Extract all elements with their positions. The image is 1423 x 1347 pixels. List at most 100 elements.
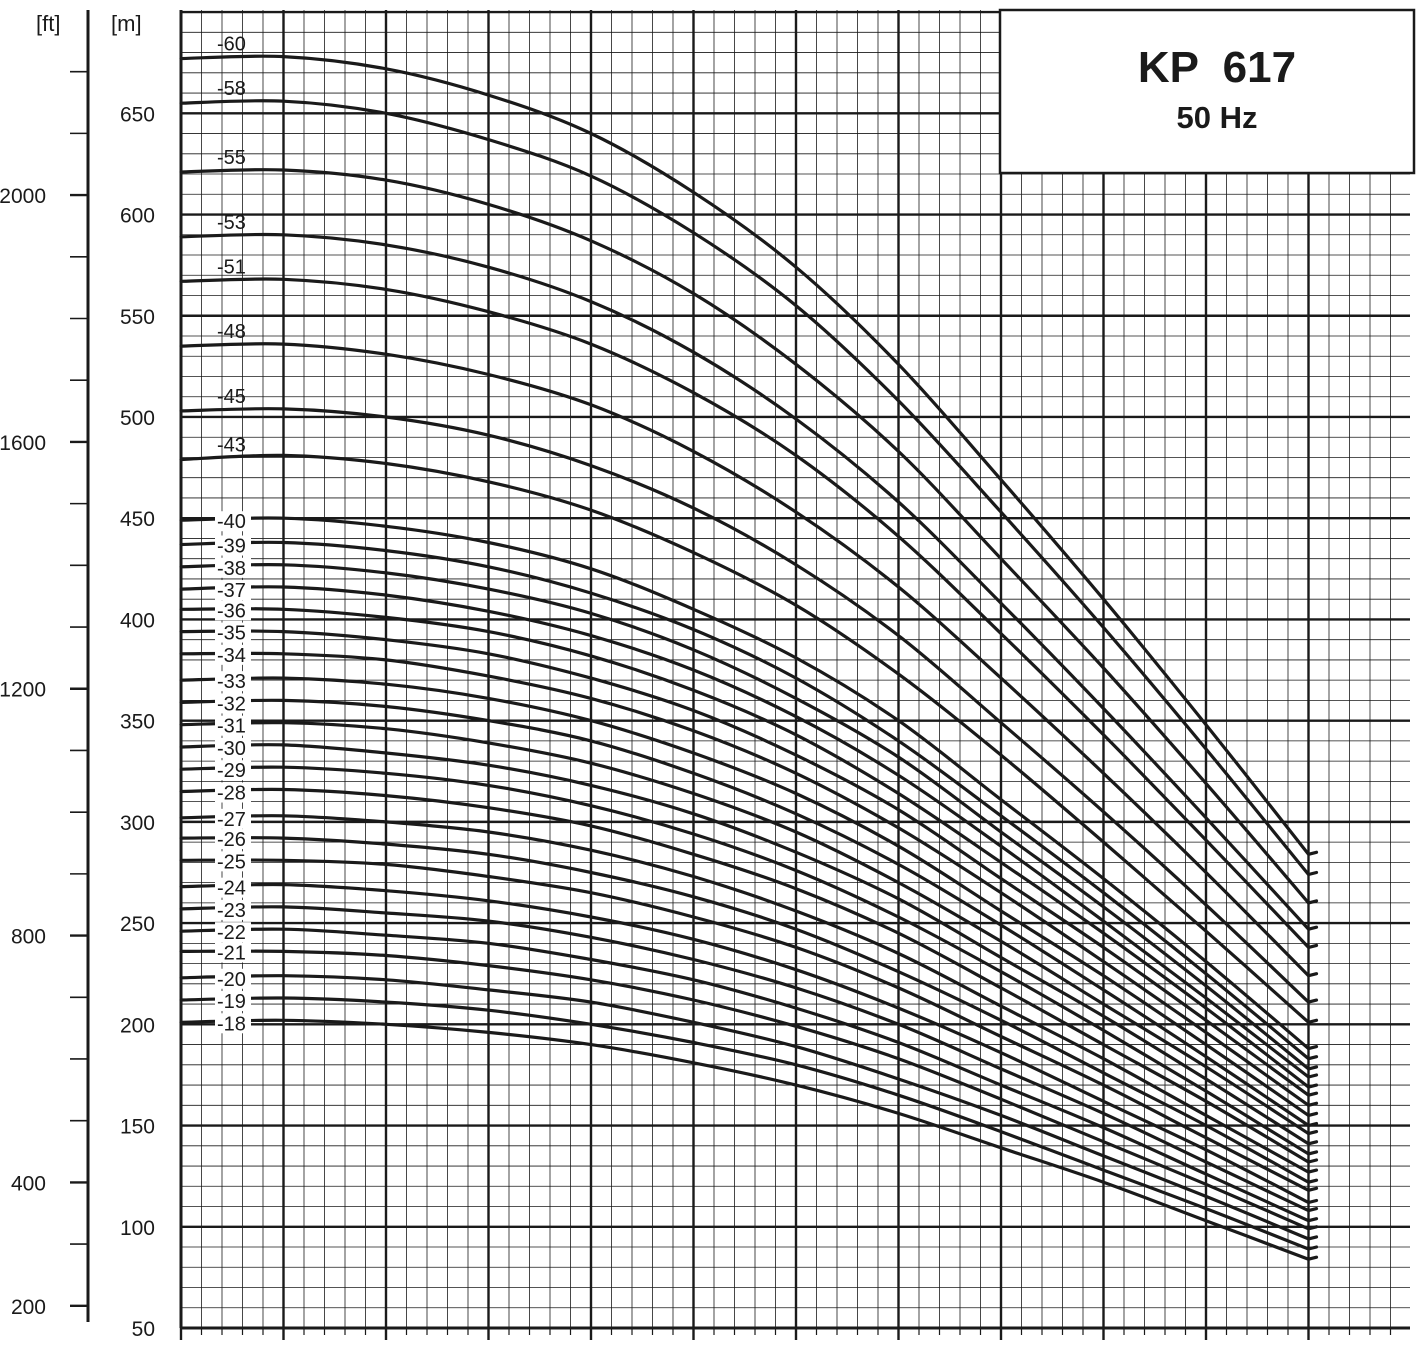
curve-37 xyxy=(179,585,1319,1079)
curve-label-bg xyxy=(215,737,251,758)
curve-label-51: -51 xyxy=(217,256,246,278)
m-tick-label: 100 xyxy=(120,1217,155,1240)
curve-label-27: -27 xyxy=(217,809,246,831)
m-tick-label: 350 xyxy=(120,711,155,734)
curve-label-38: -38 xyxy=(217,558,246,580)
curve-label-bg xyxy=(215,580,251,601)
curve-label-bg xyxy=(215,644,251,665)
curve-label-bg xyxy=(215,671,251,692)
curve-label-23: -23 xyxy=(217,900,246,922)
ft-tick-label: 2000 xyxy=(0,185,46,208)
curve-60 xyxy=(179,54,1319,856)
m-tick-label: 200 xyxy=(120,1014,155,1037)
curve-label-37: -37 xyxy=(217,580,246,602)
curve-label-55: -55 xyxy=(217,147,246,169)
curve-label-bg xyxy=(215,991,251,1012)
curve-label-48: -48 xyxy=(217,321,246,343)
curve-22 xyxy=(179,927,1319,1223)
ft-tick-label: 1600 xyxy=(0,432,46,455)
curve-40 xyxy=(179,516,1319,1051)
curve-label-36: -36 xyxy=(217,600,246,622)
curve-36 xyxy=(179,607,1319,1089)
curve-39 xyxy=(179,540,1319,1061)
curve-48 xyxy=(179,342,1319,978)
m-tick-label: 300 xyxy=(120,812,155,835)
ft-tick-label: 800 xyxy=(11,926,46,949)
curve-label-35: -35 xyxy=(217,623,246,645)
ft-tick-label: 400 xyxy=(11,1172,46,1195)
curve-label-33: -33 xyxy=(217,671,246,693)
curve-label-bg xyxy=(215,782,251,803)
m-tick-label: 50 xyxy=(132,1318,155,1341)
curve-label-bg xyxy=(215,622,251,643)
curve-label-bg xyxy=(215,535,251,556)
grid xyxy=(179,10,1410,1340)
curve-label-bg xyxy=(215,942,251,963)
m-tick-label: 450 xyxy=(120,508,155,531)
curve-label-58: -58 xyxy=(217,78,246,100)
curve-38 xyxy=(179,562,1319,1071)
curve-label-21: -21 xyxy=(217,942,246,964)
m-unit-label: [m] xyxy=(111,11,142,36)
curve-label-39: -39 xyxy=(217,536,246,558)
curve-label-bg xyxy=(215,600,251,621)
curve-label-bg xyxy=(215,922,251,943)
ft-tick-label: 1200 xyxy=(0,679,46,702)
curve-51 xyxy=(179,277,1319,949)
curve-21 xyxy=(179,949,1319,1231)
curve-label-40: -40 xyxy=(217,511,246,533)
pump-curves: -60-58-55-53-51-48-45-43-40-39-38-37-36-… xyxy=(179,34,1319,1261)
curve-label-bg xyxy=(215,877,251,898)
curve-label-22: -22 xyxy=(217,922,246,944)
axes: 200 400 800 1200 1600 2000 50 100 150 200 250 300 35… xyxy=(0,10,1410,1341)
curve-label-bg xyxy=(215,715,251,736)
curve-label-bg xyxy=(215,557,251,578)
curve-label-bg xyxy=(215,851,251,872)
curve-label-bg xyxy=(215,760,251,781)
curve-label-45: -45 xyxy=(217,386,246,408)
curve-24 xyxy=(179,882,1319,1205)
curve-label-28: -28 xyxy=(217,783,246,805)
curve-label-bg xyxy=(215,899,251,920)
curve-label-18: -18 xyxy=(217,1013,246,1035)
ft-tick-label: 200 xyxy=(11,1296,46,1319)
curve-19 xyxy=(179,996,1319,1251)
curve-34 xyxy=(179,651,1319,1107)
curve-label-20: -20 xyxy=(217,969,246,991)
curve-55 xyxy=(179,168,1319,905)
curve-label-31: -31 xyxy=(217,716,246,738)
curve-label-24: -24 xyxy=(217,878,246,900)
ft-unit-label: [ft] xyxy=(36,11,60,36)
curve-label-bg xyxy=(215,968,251,989)
title-box-frame xyxy=(998,8,1416,175)
curve-label-bg xyxy=(215,808,251,829)
curve-58 xyxy=(179,99,1319,877)
curve-27 xyxy=(179,814,1319,1174)
m-tick-label: 500 xyxy=(120,407,155,430)
curve-label-32: -32 xyxy=(217,693,246,715)
curve-53 xyxy=(179,232,1319,931)
curve-18 xyxy=(179,1018,1319,1261)
curve-30 xyxy=(179,743,1319,1146)
curve-28 xyxy=(179,787,1319,1164)
m-tick-label: 550 xyxy=(120,306,155,329)
chart-title: KP 617 xyxy=(1138,43,1296,92)
m-tick-label: 600 xyxy=(120,205,155,228)
curve-label-26: -26 xyxy=(217,829,246,851)
curve-label-30: -30 xyxy=(217,738,246,760)
curve-45 xyxy=(179,407,1319,1004)
curve-43 xyxy=(179,453,1319,1024)
curve-label-60: -60 xyxy=(217,34,246,56)
curve-label-bg xyxy=(215,511,251,532)
curve-32 xyxy=(179,698,1319,1128)
curve-25 xyxy=(179,858,1319,1192)
chart-subtitle: 50 Hz xyxy=(1177,100,1258,135)
curve-label-25: -25 xyxy=(217,851,246,873)
title-box: KP 617 50 Hz xyxy=(998,8,1416,175)
curve-33 xyxy=(179,676,1319,1117)
curve-label-bg xyxy=(215,829,251,850)
curve-label-29: -29 xyxy=(217,760,246,782)
curve-label-43: -43 xyxy=(217,434,246,456)
m-tick-label: 150 xyxy=(120,1116,155,1139)
m-tick-label: 400 xyxy=(120,609,155,632)
